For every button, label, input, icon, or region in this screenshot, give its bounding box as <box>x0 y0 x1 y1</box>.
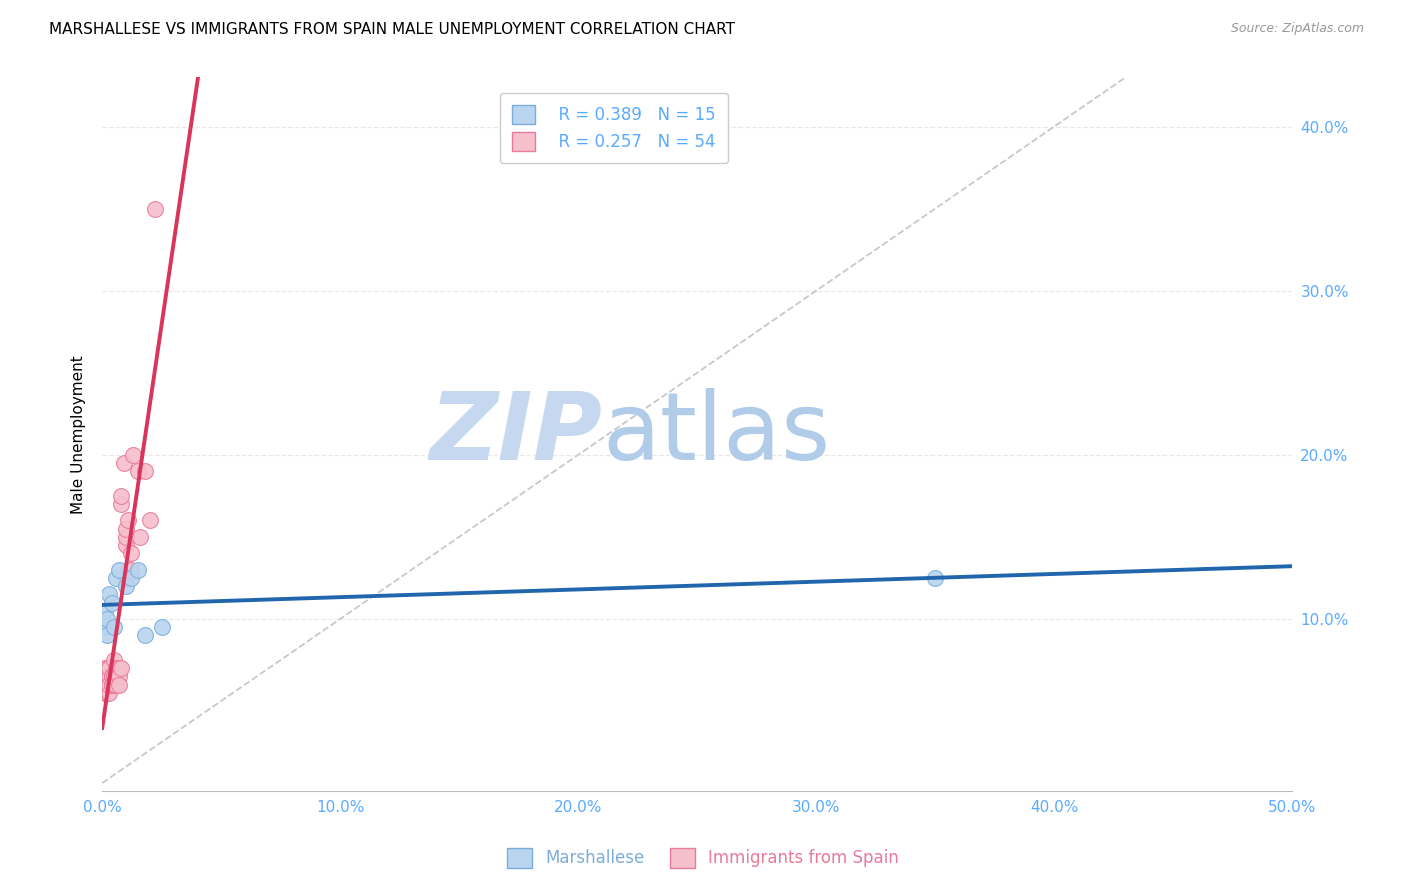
Point <box>105 669 128 683</box>
Legend: Marshallese, Immigrants from Spain: Marshallese, Immigrants from Spain <box>501 841 905 875</box>
Point <box>98 686 121 700</box>
Point <box>93 669 115 683</box>
Point <box>96 677 118 691</box>
Point <box>120 546 142 560</box>
Point <box>98 669 121 683</box>
Point <box>96 677 118 691</box>
Point <box>96 686 118 700</box>
Point <box>98 677 121 691</box>
Point <box>100 595 122 609</box>
Point <box>98 661 121 675</box>
Point <box>96 677 118 691</box>
Point <box>93 686 115 700</box>
Point <box>115 579 138 593</box>
Point <box>143 202 166 216</box>
Point <box>108 563 131 577</box>
Point <box>115 571 138 585</box>
Point <box>96 628 118 642</box>
Point <box>98 677 121 691</box>
Point <box>103 669 125 683</box>
Point <box>105 677 128 691</box>
Y-axis label: Male Unemployment: Male Unemployment <box>72 355 86 514</box>
Point <box>115 522 138 536</box>
Point <box>103 669 125 683</box>
Point <box>150 620 173 634</box>
Point <box>93 604 115 618</box>
Point <box>924 571 946 585</box>
Legend:   R = 0.389   N = 15,   R = 0.257   N = 54: R = 0.389 N = 15, R = 0.257 N = 54 <box>501 93 728 163</box>
Point <box>100 677 122 691</box>
Point <box>117 513 139 527</box>
Point <box>96 661 118 675</box>
Point <box>120 571 142 585</box>
Point <box>134 628 156 642</box>
Point <box>127 563 149 577</box>
Point <box>100 669 122 683</box>
Point <box>108 669 131 683</box>
Point <box>93 661 115 675</box>
Point <box>98 669 121 683</box>
Point <box>115 530 138 544</box>
Point <box>110 661 132 675</box>
Point <box>93 620 115 634</box>
Point <box>120 563 142 577</box>
Point <box>105 571 128 585</box>
Point <box>105 661 128 675</box>
Text: MARSHALLESE VS IMMIGRANTS FROM SPAIN MALE UNEMPLOYMENT CORRELATION CHART: MARSHALLESE VS IMMIGRANTS FROM SPAIN MAL… <box>49 22 735 37</box>
Point <box>93 677 115 691</box>
Point <box>115 538 138 552</box>
Point <box>127 464 149 478</box>
Point <box>134 464 156 478</box>
Point <box>93 686 115 700</box>
Point <box>98 587 121 601</box>
Point <box>103 620 125 634</box>
Point <box>122 448 145 462</box>
Point <box>100 677 122 691</box>
Point <box>96 612 118 626</box>
Text: Source: ZipAtlas.com: Source: ZipAtlas.com <box>1230 22 1364 36</box>
Point <box>96 669 118 683</box>
Point <box>139 513 162 527</box>
Point <box>100 669 122 683</box>
Text: ZIP: ZIP <box>429 388 602 480</box>
Point <box>103 653 125 667</box>
Point <box>129 530 152 544</box>
Point <box>96 669 118 683</box>
Point <box>110 489 132 503</box>
Point <box>105 669 128 683</box>
Point <box>98 677 121 691</box>
Point <box>108 677 131 691</box>
Point <box>103 677 125 691</box>
Point <box>112 456 135 470</box>
Point <box>110 497 132 511</box>
Text: atlas: atlas <box>602 388 830 480</box>
Point <box>100 677 122 691</box>
Point <box>108 661 131 675</box>
Point <box>93 677 115 691</box>
Point <box>117 563 139 577</box>
